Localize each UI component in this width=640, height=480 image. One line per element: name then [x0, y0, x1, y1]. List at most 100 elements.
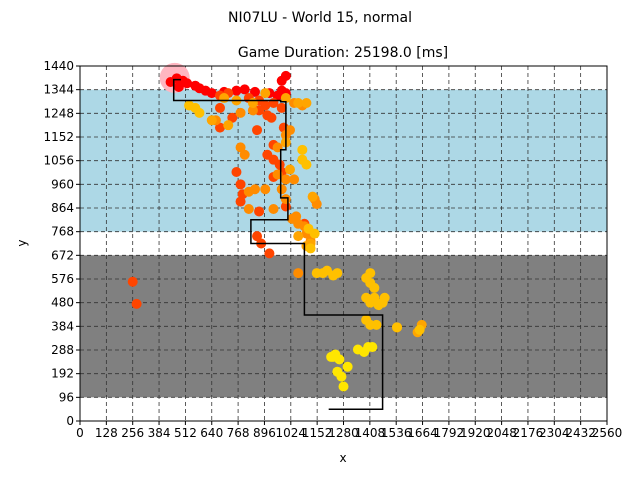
point-gold-trail	[365, 268, 376, 279]
point-yellow-trail	[328, 351, 339, 362]
x-tick-label: 256	[121, 426, 144, 440]
point-gold-trail	[414, 324, 425, 335]
point-gold-trail	[194, 107, 205, 118]
y-tick-label: 1248	[43, 106, 74, 120]
point-amber-trail	[219, 93, 230, 104]
point-gold-trail	[379, 292, 390, 303]
x-tick-label: 2176	[513, 426, 544, 440]
point-start-cluster	[173, 81, 184, 92]
point-orange-trail	[235, 142, 246, 153]
point-amber-trail	[260, 88, 271, 99]
point-yellow-trail	[336, 371, 347, 382]
point-amber-trail	[293, 231, 304, 242]
y-tick-label: 576	[51, 272, 74, 286]
point-orange-trail	[268, 203, 279, 214]
point-red-orange-trail	[254, 206, 265, 217]
point-start-cluster	[272, 90, 283, 101]
point-orange-trail	[293, 268, 304, 279]
point-red-orange-trail	[266, 112, 277, 123]
y-tick-label: 960	[51, 177, 74, 191]
point-amber-trail	[293, 97, 304, 108]
y-tick-label: 672	[51, 248, 74, 262]
y-tick-label: 384	[51, 319, 74, 333]
point-red-orange-trail	[252, 125, 263, 136]
point-orange-trail	[276, 184, 287, 195]
point-red-orange-trail	[214, 122, 225, 133]
x-tick-label: 2432	[565, 426, 596, 440]
x-tick-label: 0	[76, 426, 84, 440]
x-tick-label: 1536	[381, 426, 412, 440]
y-tick-label: 1152	[43, 130, 74, 144]
point-orange-trail	[239, 149, 250, 160]
y-tick-label: 0	[66, 414, 74, 428]
point-red-orange-trail	[276, 102, 287, 113]
point-yellow-trail	[342, 361, 353, 372]
point-red-orange-trail	[235, 179, 246, 190]
point-orange-trail	[311, 199, 322, 210]
chart-suptitle: NI07LU - World 15, normal	[228, 10, 412, 26]
point-amber-trail	[284, 164, 295, 175]
x-tick-label: 896	[253, 426, 276, 440]
x-tick-label: 2048	[486, 426, 517, 440]
x-ticks: 0 128 256 384 512 640 768 896 102411521280140815…	[76, 421, 622, 440]
point-red-orange-trail	[127, 276, 138, 287]
x-tick-label: 1664	[407, 426, 438, 440]
point-gold-trail	[392, 322, 403, 333]
point-red-orange-trail	[227, 112, 238, 123]
point-gold-trail	[369, 282, 380, 293]
x-tick-label: 2304	[539, 426, 570, 440]
point-gold-trail	[332, 268, 343, 279]
y-tick-label: 768	[51, 225, 74, 239]
y-tick-label: 480	[51, 296, 74, 310]
point-start-cluster	[276, 75, 287, 86]
y-tick-label: 288	[51, 343, 74, 357]
point-orange-trail	[284, 125, 295, 136]
x-tick-label: 768	[227, 426, 250, 440]
y-tick-label: 864	[51, 201, 74, 215]
x-tick-label: 384	[148, 426, 171, 440]
point-gold-trail	[369, 292, 380, 303]
point-orange-trail	[235, 107, 246, 118]
x-tick-label: 1024	[276, 426, 307, 440]
x-tick-label: 1920	[460, 426, 491, 440]
point-start-cluster	[231, 85, 242, 96]
point-orange-trail	[280, 174, 291, 185]
point-orange-trail	[260, 184, 271, 195]
point-amber-trail	[206, 115, 217, 126]
point-red-orange-trail	[231, 167, 242, 178]
point-gold-trail	[301, 159, 312, 170]
y-tick-label: 1440	[43, 59, 74, 73]
point-orange-trail	[249, 184, 260, 195]
point-start-cluster	[182, 78, 193, 89]
point-red-orange-trail	[214, 102, 225, 113]
y-axis-label: y	[15, 239, 29, 246]
point-orange-trail	[293, 218, 304, 229]
point-start-cluster	[239, 84, 250, 95]
x-tick-label: 2560	[592, 426, 623, 440]
point-gold-trail	[297, 144, 308, 155]
x-axis-label: x	[339, 451, 346, 465]
point-gold-trail	[371, 319, 382, 330]
y-tick-label: 1056	[43, 154, 74, 168]
y-ticks: 0 96 192 288 384 480 576 672 768 864 960 1056 1152 12…	[43, 59, 80, 428]
x-tick-label: 1408	[355, 426, 386, 440]
point-red-orange-trail	[252, 231, 263, 242]
y-tick-label: 96	[59, 390, 74, 404]
point-gold-trail	[305, 243, 316, 254]
y-tick-label: 1344	[43, 83, 74, 97]
point-yellow-trail	[367, 342, 378, 353]
x-tick-label: 512	[174, 426, 197, 440]
point-orange-trail	[243, 203, 254, 214]
x-tick-label: 640	[200, 426, 223, 440]
point-amber-trail	[301, 97, 312, 108]
point-red-orange-trail	[264, 248, 275, 259]
point-amber-trail	[307, 191, 318, 202]
x-tick-label: 1792	[434, 426, 465, 440]
path-layer	[172, 78, 384, 410]
point-amber-trail	[247, 97, 258, 108]
x-tick-label: 1280	[328, 426, 359, 440]
y-tick-label: 192	[51, 367, 74, 381]
player-path	[172, 78, 384, 410]
chart-title: Game Duration: 25198.0 [ms]	[238, 45, 448, 61]
